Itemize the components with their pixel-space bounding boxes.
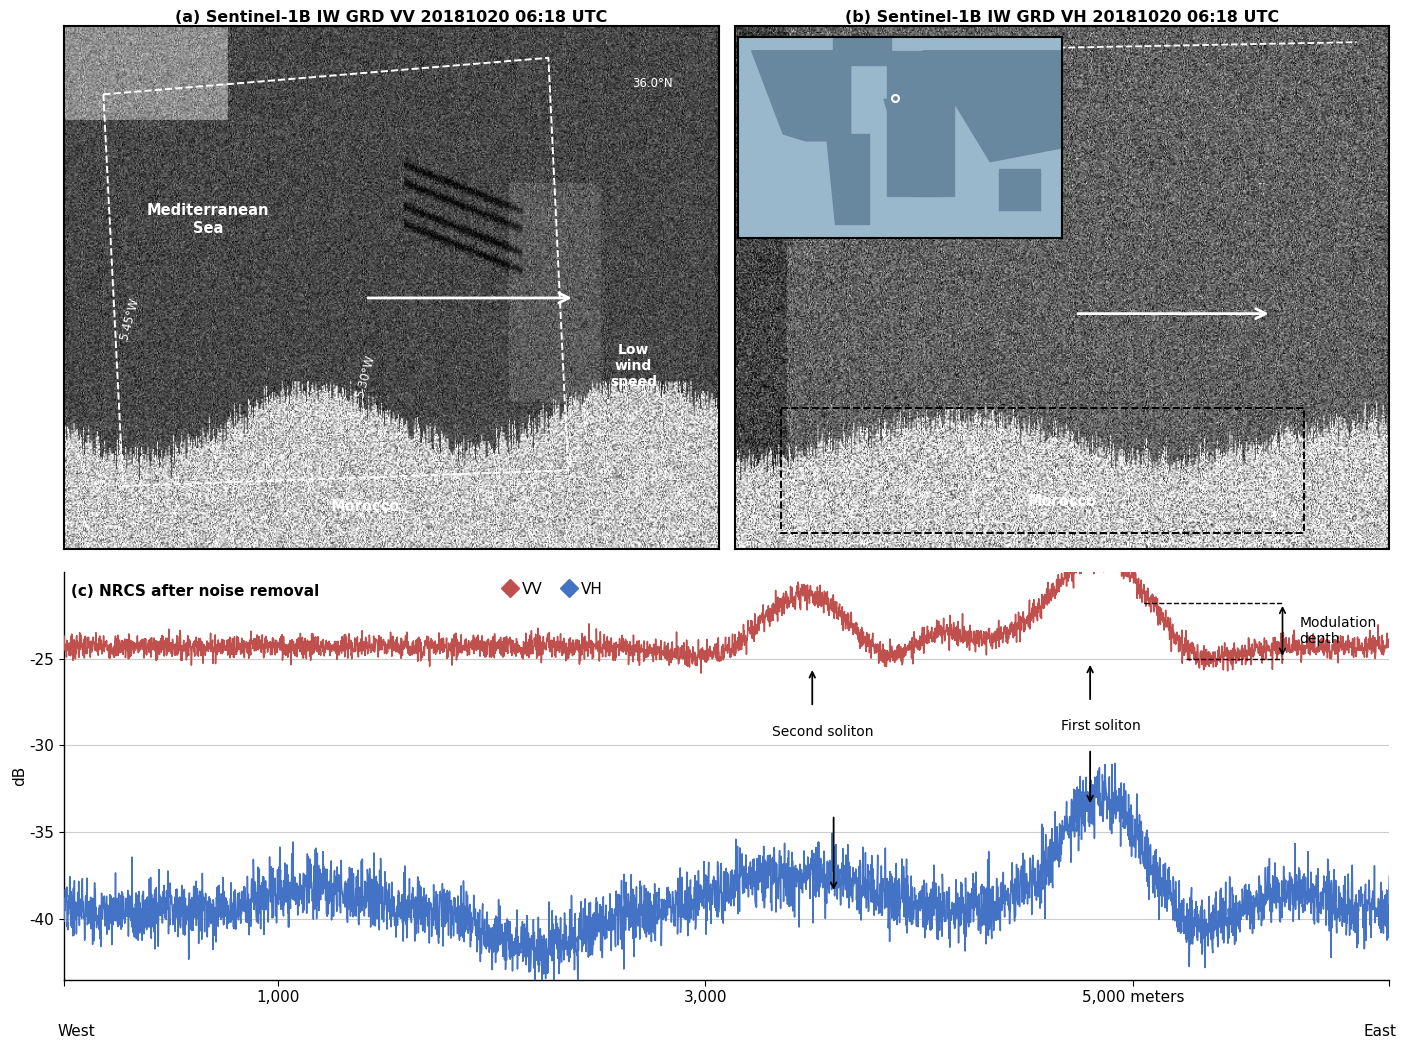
Text: East: East bbox=[1362, 1024, 1396, 1040]
Y-axis label: dB: dB bbox=[11, 766, 27, 786]
Text: 5.30°W: 5.30°W bbox=[353, 354, 378, 399]
Title: (b) Sentinel-1B IW GRD VH 20181020 06:18 UTC: (b) Sentinel-1B IW GRD VH 20181020 06:18… bbox=[845, 11, 1280, 25]
Text: Second soliton: Second soliton bbox=[772, 724, 874, 738]
Legend: VV, VH: VV, VH bbox=[500, 575, 608, 603]
Text: Morocco: Morocco bbox=[1027, 495, 1097, 509]
Text: Morocco: Morocco bbox=[331, 499, 400, 515]
Text: 36.0°N: 36.0°N bbox=[633, 77, 673, 90]
Text: Low
wind
speed: Low wind speed bbox=[610, 343, 657, 389]
Text: First soliton: First soliton bbox=[1062, 719, 1140, 733]
Title: (a) Sentinel-1B IW GRD VV 20181020 06:18 UTC: (a) Sentinel-1B IW GRD VV 20181020 06:18… bbox=[175, 11, 607, 25]
Text: West: West bbox=[57, 1024, 95, 1040]
Text: Mediterranean
Sea: Mediterranean Sea bbox=[147, 203, 269, 236]
Text: (c) NRCS after noise removal: (c) NRCS after noise removal bbox=[71, 585, 319, 599]
Text: Modulation
depth: Modulation depth bbox=[1300, 615, 1377, 646]
Text: 5.45°W: 5.45°W bbox=[118, 297, 141, 342]
Text: 35.9°N: 35.9°N bbox=[633, 469, 673, 482]
